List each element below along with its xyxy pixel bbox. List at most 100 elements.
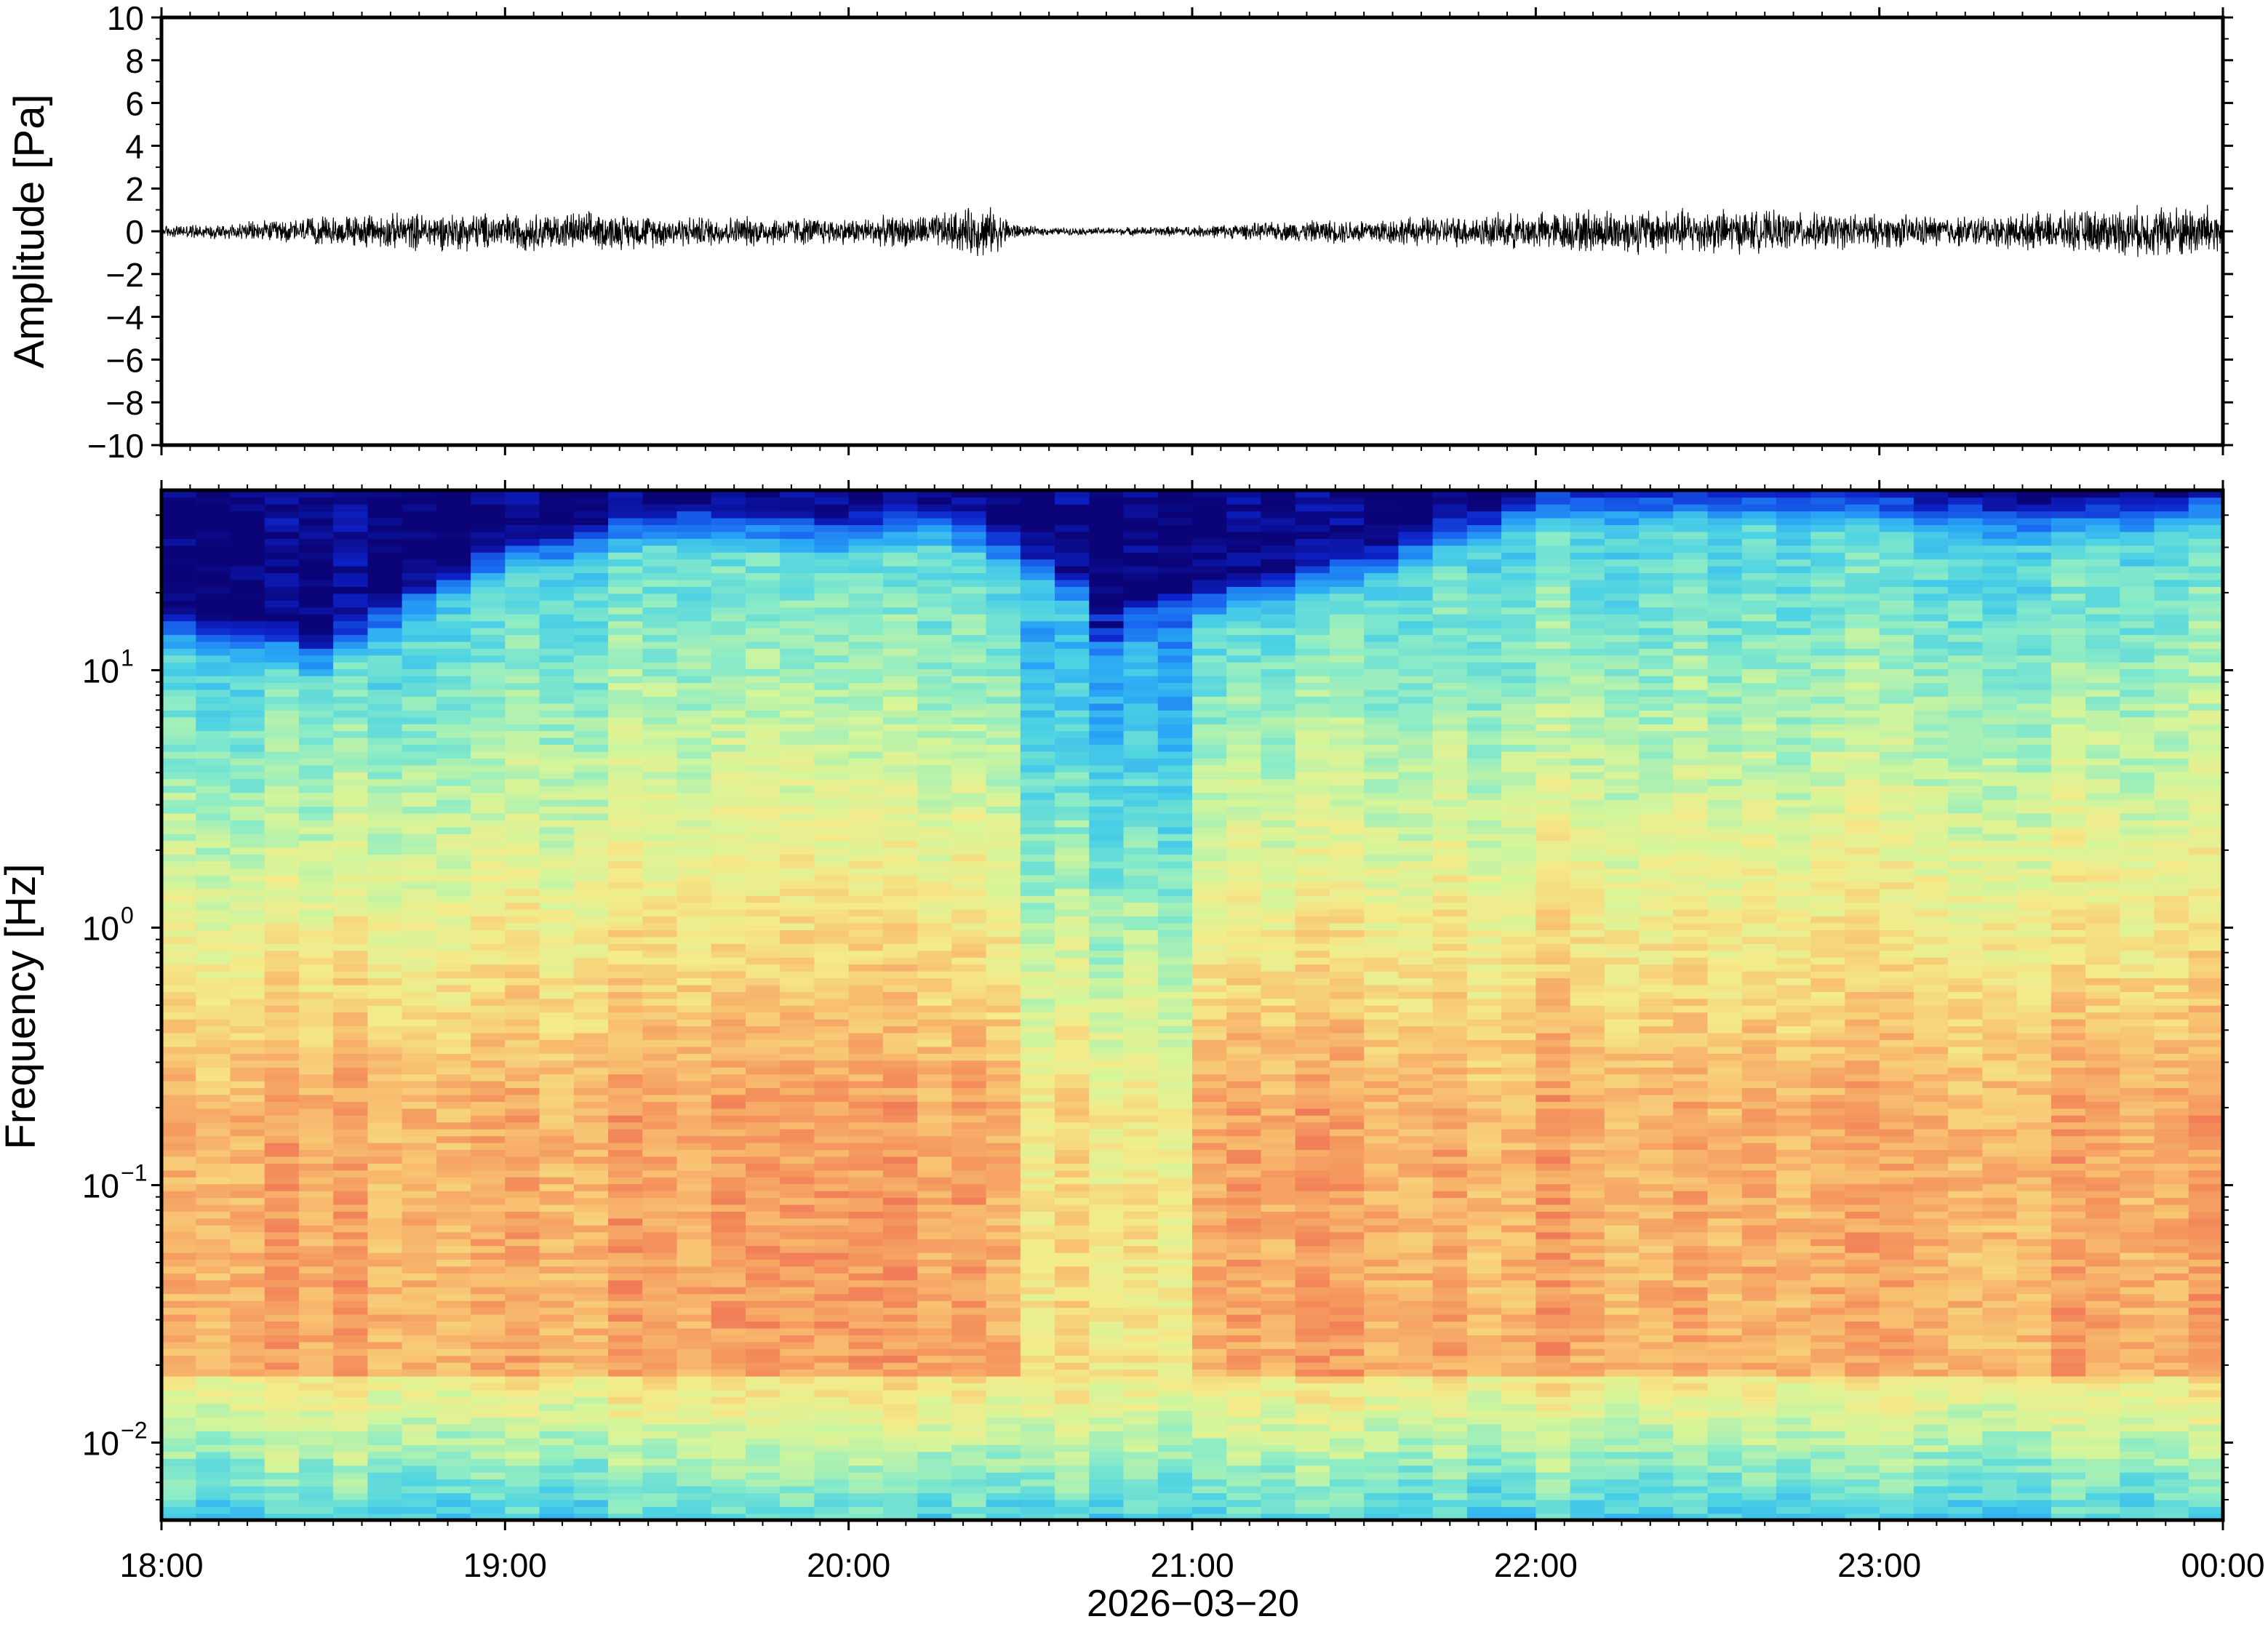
spectrogram-cell <box>1226 737 1261 745</box>
spectrogram-cell <box>1124 1259 1159 1266</box>
spectrogram-cell <box>436 957 471 964</box>
spectrogram-cell <box>505 827 540 834</box>
spectrogram-cell <box>299 628 334 635</box>
spectrogram-cell <box>230 1458 265 1466</box>
spectrogram-cell <box>642 1404 677 1411</box>
spectrogram-cell <box>1261 1280 1295 1287</box>
spectrogram-cell <box>642 792 677 799</box>
spectrogram-cell <box>265 1342 300 1349</box>
spectrogram-cell <box>265 641 300 649</box>
spectrogram-cell <box>505 813 540 820</box>
spectrogram-cell <box>196 792 231 799</box>
spectrogram-cell <box>711 861 746 868</box>
spectrogram-cell <box>367 943 402 951</box>
spectrogram-cell <box>711 1039 746 1047</box>
spectrogram-cell <box>230 1452 265 1459</box>
spectrogram-cell <box>711 999 746 1006</box>
spectrogram-cell <box>1226 778 1261 785</box>
spectrogram-cell <box>814 1149 849 1156</box>
spectrogram-cell <box>677 559 712 566</box>
spectrogram-cell <box>951 1348 986 1356</box>
spectrogram-cell <box>436 923 471 930</box>
spectrogram-cell <box>608 532 643 539</box>
spectrogram-cell <box>1055 1472 1090 1479</box>
spectrogram-cell <box>849 1074 884 1081</box>
spectrogram-cell <box>161 964 196 971</box>
spectrogram-cell <box>780 1438 815 1445</box>
spectrogram-cell <box>265 614 300 621</box>
spectrogram-cell <box>677 524 712 532</box>
spectrogram-cell <box>746 1252 780 1260</box>
spectrogram-cell <box>299 758 334 765</box>
spectrogram-cell <box>814 1383 849 1390</box>
spectrogram-cell <box>951 1129 986 1136</box>
spectrogram-cell <box>677 1095 712 1102</box>
spectrogram-cell <box>642 586 677 593</box>
spectrogram-cell <box>849 1404 884 1411</box>
spectrogram-cell <box>780 634 815 641</box>
spectrogram-cell <box>1192 902 1227 909</box>
spectrogram-cell <box>230 1149 265 1156</box>
spectrogram-cell <box>333 1390 368 1397</box>
spectrogram-cell <box>642 971 677 978</box>
spectrogram-cell <box>746 1417 780 1424</box>
spectrogram-cell <box>917 1348 952 1356</box>
spectrogram-cell <box>367 634 402 641</box>
spectrogram-cell <box>780 628 815 635</box>
spectrogram-cell <box>540 1143 575 1150</box>
spectrogram-cell <box>1192 916 1227 923</box>
spectrogram-cell <box>1021 854 1055 861</box>
spectrogram-cell <box>436 1129 471 1136</box>
spectrogram-cell <box>471 854 506 861</box>
spectrogram-cell <box>1089 861 1124 868</box>
spectrogram-cell <box>1089 1472 1124 1479</box>
spectrogram-cell <box>883 689 918 697</box>
spectrogram-cell <box>436 648 471 655</box>
spectrogram-cell <box>711 1005 746 1012</box>
spectrogram-cell <box>642 1335 677 1342</box>
spectrogram-cell <box>367 937 402 944</box>
spectrogram-cell <box>849 1492 884 1500</box>
spectrogram-cell <box>333 1060 368 1068</box>
spectrogram-cell <box>883 1156 918 1164</box>
spectrogram-cell <box>883 1465 918 1472</box>
spectrogram-cell <box>814 668 849 676</box>
spectrogram-cell <box>402 1191 437 1198</box>
spectrogram-cell <box>642 1410 677 1418</box>
spectrogram-cell <box>161 792 196 799</box>
spectrogram-cell <box>1226 1273 1261 1280</box>
spectrogram-cell <box>951 1197 986 1204</box>
spectrogram-cell <box>230 634 265 641</box>
spectrogram-cell <box>780 1108 815 1116</box>
spectrogram-cell <box>986 1081 1021 1088</box>
spectrogram-cell <box>436 847 471 855</box>
spectrogram-cell <box>1089 504 1124 511</box>
spectrogram-cell <box>471 861 506 868</box>
spectrogram-cell <box>505 552 540 559</box>
spectrogram-cell <box>986 572 1021 580</box>
spectrogram-cell <box>436 552 471 559</box>
spectrogram-cell <box>1124 889 1159 896</box>
spectrogram-cell <box>917 930 952 937</box>
spectrogram-cell <box>436 504 471 511</box>
spectrogram-cell <box>1055 937 1090 944</box>
spectrogram-cell <box>986 1314 1021 1322</box>
spectrogram-cell <box>161 1245 196 1252</box>
spectrogram-cell <box>471 1492 506 1500</box>
spectrogram-cell <box>161 1293 196 1300</box>
spectrogram-cell <box>540 1095 575 1102</box>
spectrogram-cell <box>436 662 471 669</box>
spectrogram-cell <box>265 511 300 518</box>
spectrogram-cell <box>1124 1452 1159 1459</box>
spectrogram-cell <box>299 1026 334 1033</box>
spectrogram-cell <box>711 1259 746 1266</box>
spectrogram-cell <box>780 765 815 772</box>
spectrogram-cell <box>642 909 677 916</box>
spectrogram-cell <box>917 1060 952 1068</box>
spectrogram-cell <box>986 1355 1021 1362</box>
spectrogram-cell <box>1089 628 1124 635</box>
spectrogram-cell <box>780 999 815 1006</box>
spectrogram-cell <box>161 572 196 580</box>
spectrogram-cell <box>1261 1479 1295 1486</box>
spectrogram-cell <box>367 538 402 545</box>
